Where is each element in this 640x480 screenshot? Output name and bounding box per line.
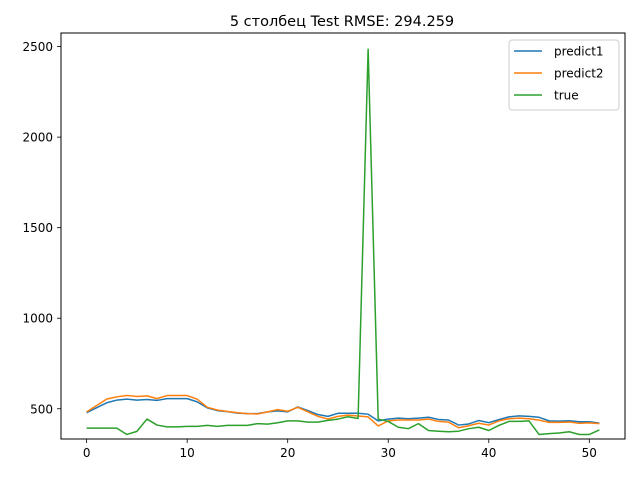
x-axis: 0 10 20 30 40 50	[83, 439, 597, 460]
y-tick-label: 500	[30, 402, 53, 416]
x-tick-label: 10	[180, 446, 195, 460]
legend-box	[508, 39, 620, 111]
plot-area	[86, 48, 600, 436]
series-line-true	[86, 48, 600, 436]
x-tick-label: 40	[481, 446, 496, 460]
series-line-predict2	[86, 394, 600, 429]
legend-label-predict1: predict1	[554, 45, 604, 59]
y-tick-label: 1000	[22, 312, 53, 326]
series-line-predict1	[86, 397, 600, 426]
y-tick-label: 2000	[22, 131, 53, 145]
x-tick-label: 20	[280, 446, 295, 460]
y-tick-label: 2500	[22, 40, 53, 54]
axes-frame	[60, 32, 626, 440]
y-axis: 500 1000 1500 2000 2500	[22, 40, 61, 416]
legend-label-true: true	[554, 89, 579, 103]
legend-label-predict2: predict2	[554, 67, 604, 81]
x-tick-label: 50	[582, 446, 597, 460]
y-tick-label: 1500	[22, 221, 53, 235]
legend: predict1 predict2 true	[508, 39, 620, 111]
x-tick-label: 30	[381, 446, 396, 460]
chart-title: 5 столбец Test RMSE: 294.259	[230, 14, 454, 30]
x-tick-label: 0	[83, 446, 91, 460]
